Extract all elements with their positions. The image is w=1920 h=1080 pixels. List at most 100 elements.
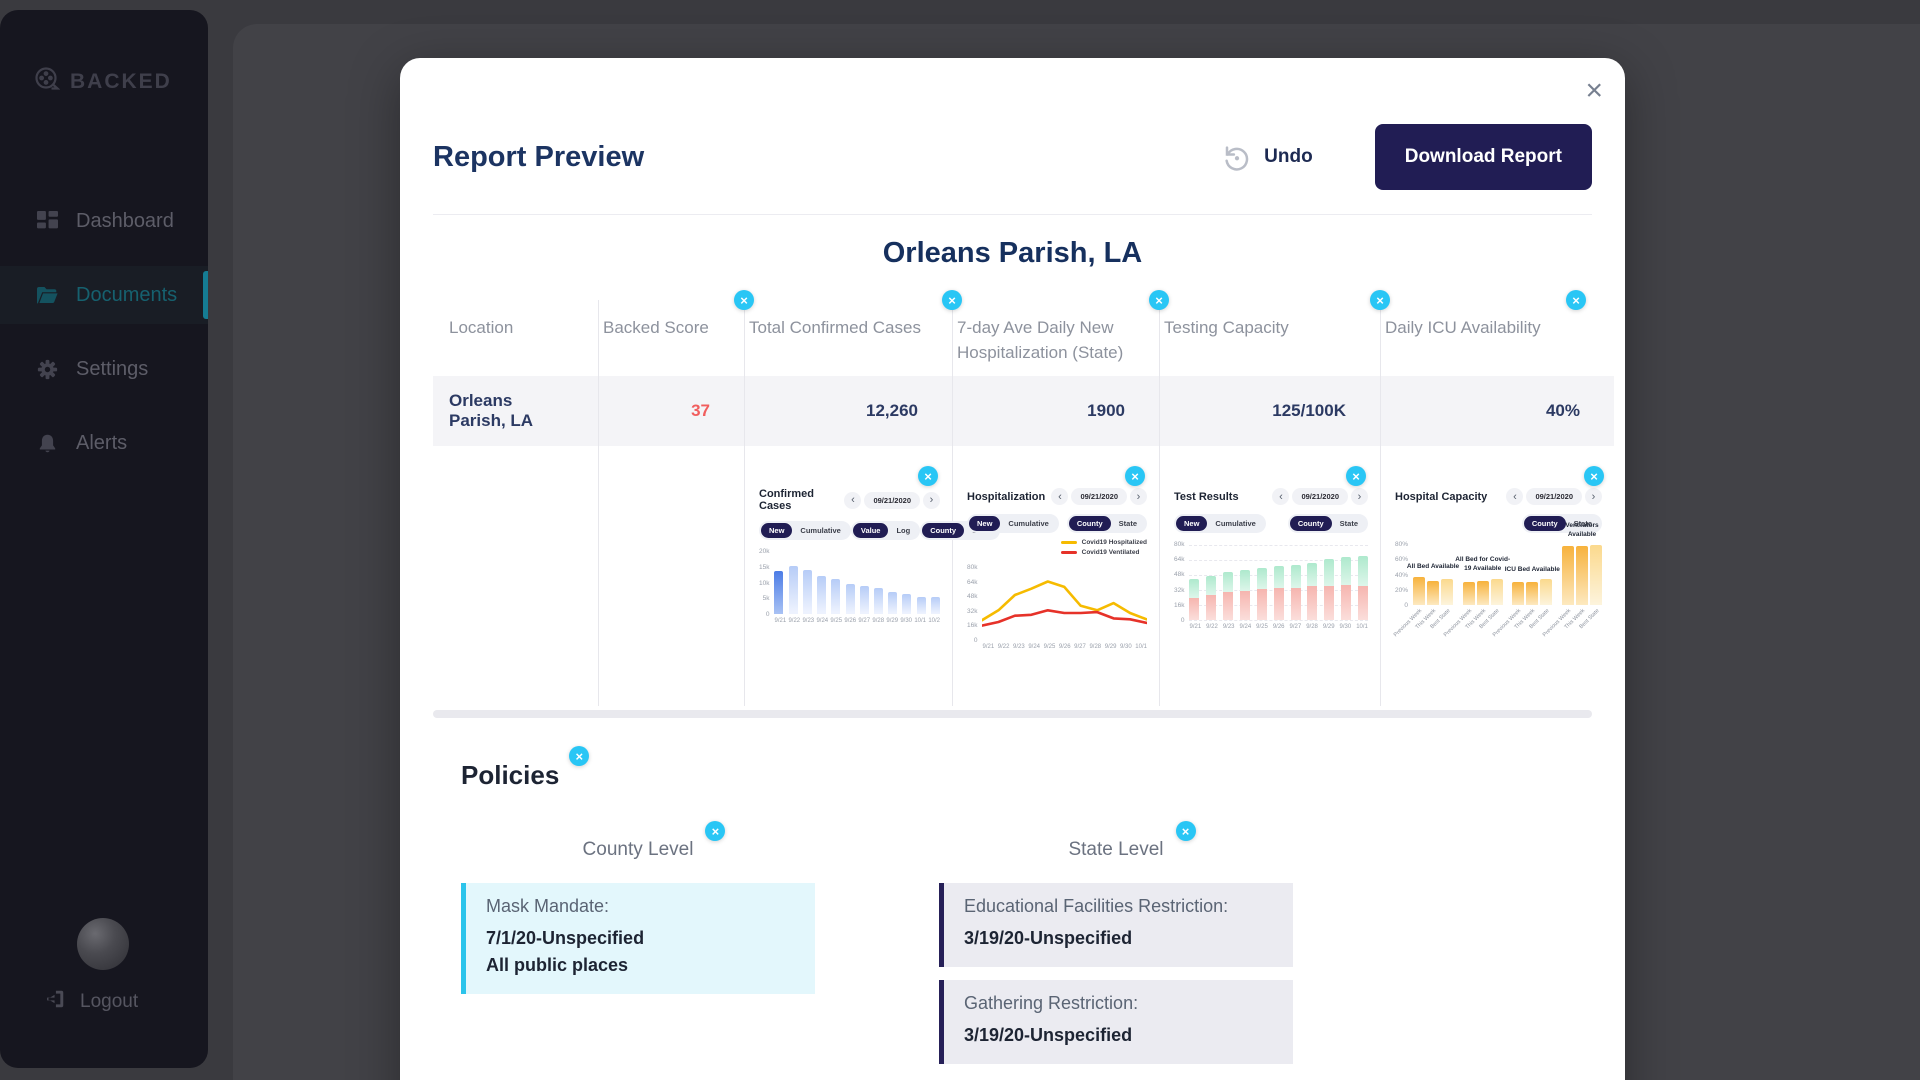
x-tick-label: 9/21 [982,644,995,650]
table-cell-3: 1900 [953,376,1160,446]
plot-inner: All Bed Available Previous Week This Week B… [1393,522,1602,638]
toggle-state[interactable]: State [1573,519,1592,528]
toggle-cumulative[interactable]: Cumulative [1215,519,1256,528]
bar [1441,579,1454,605]
toggle-new[interactable]: New [761,523,793,538]
toggle-county[interactable]: County [922,523,965,538]
bar-group: All Bed for Covid-19 Available Previous W… [1443,545,1511,638]
date-next-icon[interactable]: › [1585,488,1602,505]
toggle-cumulative[interactable]: Cumulative [1008,519,1049,528]
remove-column-badge[interactable]: × [1566,290,1586,310]
plot-area: 80k 64k 48k 32k 16k 0 9/21 9/22 9/23 9/24 9/25 9/26… [967,564,1147,650]
toggle-county[interactable]: County [1523,516,1566,531]
group-label: ICU Bed Available [1504,565,1560,573]
column-header-5: Daily ICU Availability × [1381,290,1614,376]
plot-area: 20k 15k 10k 5k 0 9/21 9/22 9/23 9/24 9/25 9/26 9/27… [759,548,940,624]
bar [788,566,798,614]
date-prev-icon[interactable]: ‹ [844,491,862,509]
remove-column-badge[interactable]: × [1149,290,1169,310]
segment-negative [1357,556,1368,586]
line-chart-svg [982,568,1147,640]
bar-wrap: Best State [1479,545,1503,630]
table-scrollbar[interactable] [433,710,1592,718]
toggle-new[interactable]: New [969,516,1001,531]
remove-chart-badge[interactable]: × [1125,466,1145,486]
undo-icon [1222,142,1252,172]
chart-header: Test Results ‹ 09/21/2020 › [1174,488,1368,505]
remove-column-badge[interactable]: × [942,290,962,310]
stacked-bar-series [1189,545,1368,620]
date-navigator: ‹ 09/21/2020 › [1051,488,1147,505]
segment-positive [1223,592,1234,620]
date-prev-icon[interactable]: ‹ [1051,488,1069,505]
y-tick-label: 80% [1395,541,1409,548]
plot: 9/21 9/22 9/23 9/24 9/25 9/26 9/27 9/28 9/29 9/30… [774,552,940,624]
x-tick-label: 9/24 [816,618,829,624]
table-cell-2: 12,260 [745,376,953,446]
remove-policies-badge[interactable]: × [569,746,590,766]
column-header-label: Total Confirmed Cases [749,318,921,337]
date-next-icon[interactable]: › [923,491,940,509]
x-tick-label: 9/29 [886,618,899,624]
date-next-icon[interactable]: › [1351,488,1368,505]
date-prev-icon[interactable]: ‹ [1272,488,1290,505]
remove-level-badge[interactable]: × [1175,821,1196,841]
plot-area: 80% 60% 40% 20% 0 All Bed Available Previous W… [1393,522,1602,639]
bar-group: Ventilators Available Previous Week This W… [1542,522,1602,638]
plot: 9/21 9/22 9/23 9/24 9/25 9/26 9/27 9/28 9/29 9/30… [1189,545,1368,630]
app-logo: BACKED [34,66,172,97]
y-tick-label: 20k [759,548,770,555]
logout-button[interactable]: Logout [44,988,138,1015]
modal-title: Report Preview [433,140,645,173]
chart-legend: Covid19 Hospitalized Covid19 Ventilated [1060,539,1147,556]
stacked-bar [1240,570,1251,620]
download-report-button[interactable]: Download Report [1374,124,1592,190]
chart-card-hospital-capacity: Hospital Capacity ‹ 09/21/2020 › County State… [1393,488,1602,639]
x-tick-label: 9/27 [858,618,871,624]
x-tick-label: 9/22 [1206,624,1218,630]
remove-chart-badge[interactable]: × [1584,466,1604,486]
date-label: 09/21/2020 [1292,488,1348,505]
sidebar-item-documents[interactable]: Documents [0,266,208,324]
sidebar-item-settings[interactable]: Settings [0,340,208,398]
legend-item: Covid19 Ventilated [1060,549,1147,556]
gridline [1189,560,1368,561]
grid-icon [36,210,58,232]
toggle-new[interactable]: New [1176,516,1208,531]
segment-positive [1189,598,1200,620]
segment-positive [1206,595,1217,620]
close-icon[interactable]: × [1585,74,1603,107]
bar [1512,582,1525,605]
toggle-log[interactable]: Log [896,526,911,535]
toggle-county[interactable]: County [1289,516,1332,531]
chart-header: Hospital Capacity ‹ 09/21/2020 › [1395,488,1602,505]
sidebar-item-alerts[interactable]: Alerts [0,414,208,472]
segment-positive [1341,585,1352,620]
toggle-county[interactable]: County [1068,516,1111,531]
chart-header: Confirmed Cases ‹ 09/21/2020 › [759,488,940,512]
remove-level-badge[interactable]: × [705,821,726,841]
bar [1476,581,1489,605]
toggle-value[interactable]: Value [852,523,889,538]
undo-label: Undo [1264,146,1313,167]
date-next-icon[interactable]: › [1130,488,1147,505]
toggle-cumulative[interactable]: Cumulative [800,526,841,535]
remove-chart-badge[interactable]: × [1346,466,1366,486]
active-indicator [203,271,208,319]
date-prev-icon[interactable]: ‹ [1506,488,1524,505]
legend-swatch [1060,541,1077,544]
x-tick-label: 9/28 [872,618,885,624]
toggle-state[interactable]: State [1118,519,1137,528]
x-tick-label: 9/22 [788,618,801,624]
sidebar-item-dashboard[interactable]: Dashboard [0,192,208,250]
remove-column-badge[interactable]: × [734,290,754,310]
remove-chart-badge[interactable]: × [918,466,938,486]
remove-column-badge[interactable]: × [1370,290,1390,310]
undo-button[interactable]: Undo [1222,142,1313,172]
header-divider [433,214,1592,215]
avatar[interactable] [77,918,129,970]
toggle-state[interactable]: State [1339,519,1358,528]
bar-wrap: Previous Week [1393,545,1426,638]
y-tick-label: 32k [967,607,978,615]
bar [1575,546,1588,605]
